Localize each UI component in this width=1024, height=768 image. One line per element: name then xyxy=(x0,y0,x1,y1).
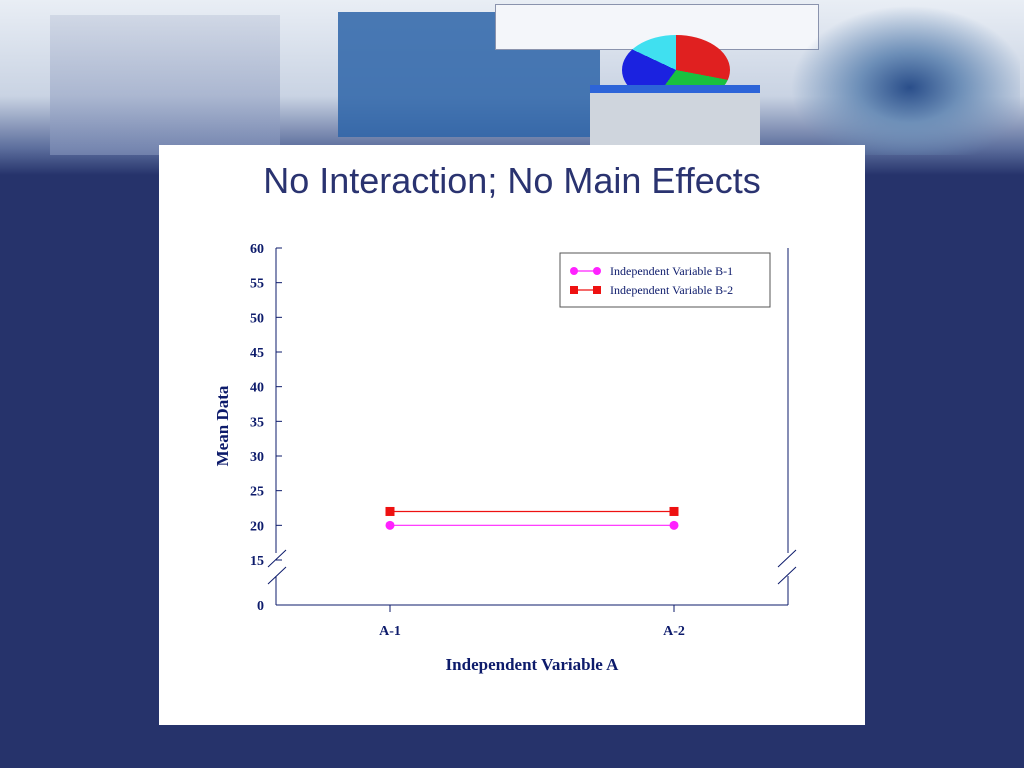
legend-marker xyxy=(593,286,601,294)
data-point xyxy=(385,506,395,516)
legend-marker xyxy=(570,267,578,275)
y-tick-label: 55 xyxy=(250,277,264,292)
axis-break-mark xyxy=(267,566,287,585)
legend-marker xyxy=(570,286,578,294)
decorative-3d-surface xyxy=(790,5,1020,155)
y-tick-label: 45 xyxy=(250,346,264,361)
y-tick-label: 20 xyxy=(250,519,264,534)
y-tick-label: 0 xyxy=(257,599,264,614)
x-axis-title: Independent Variable A xyxy=(446,655,620,674)
legend-label: Independent Variable B-1 xyxy=(610,264,733,278)
chart-title: No Interaction; No Main Effects xyxy=(263,160,761,201)
axis-break-mark xyxy=(777,549,797,568)
legend-marker xyxy=(593,267,601,275)
y-axis-title: Mean Data xyxy=(213,385,232,466)
data-point xyxy=(669,506,679,516)
data-point xyxy=(385,520,395,530)
y-tick-label: 15 xyxy=(250,554,264,569)
y-tick-label: 50 xyxy=(250,311,264,326)
x-tick-label: A-1 xyxy=(379,624,401,639)
y-tick-label: 30 xyxy=(250,450,264,465)
data-point xyxy=(669,520,679,530)
chart-axes xyxy=(267,248,797,606)
decorative-area-chart xyxy=(50,15,280,155)
y-tick-label: 40 xyxy=(250,381,264,396)
y-axis-ticks: 0 15 20 25 30 35 40 45 50 55 60 xyxy=(250,242,282,614)
series-group xyxy=(385,506,679,530)
x-axis-ticks: A-1 A-2 xyxy=(379,605,685,639)
x-tick-label: A-2 xyxy=(663,624,685,639)
decorative-dialog xyxy=(590,85,760,155)
y-tick-label: 25 xyxy=(250,485,264,500)
axis-break-mark xyxy=(777,566,797,585)
legend-label: Independent Variable B-2 xyxy=(610,283,733,297)
legend: Independent Variable B-1 Independent Vari… xyxy=(559,252,771,308)
axis-break-mark xyxy=(267,549,287,568)
legend-box xyxy=(559,252,771,308)
y-tick-label: 60 xyxy=(250,242,264,257)
y-tick-label: 35 xyxy=(250,415,264,430)
slide-panel xyxy=(159,145,865,725)
